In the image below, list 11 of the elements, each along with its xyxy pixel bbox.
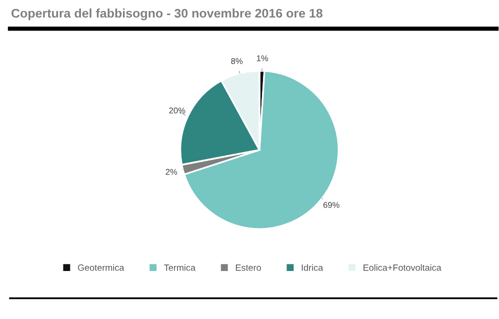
data-label: 8% — [231, 58, 243, 64]
data-label: 69% — [323, 202, 340, 208]
legend-label: Eolica+Fotovoltaica — [364, 264, 442, 271]
legend-label: Idrica — [302, 264, 324, 271]
data-label: 2% — [166, 168, 178, 175]
legend-label: Termica — [164, 264, 196, 271]
data-label: 1% — [256, 55, 268, 62]
legend-label: Geotermica — [78, 264, 124, 271]
chart-title: Copertura del fabbisogno - 30 novembre 2016 ore 18 — [11, 8, 322, 20]
legend-label: Estero — [236, 264, 261, 271]
data-label: 20% — [169, 108, 186, 114]
